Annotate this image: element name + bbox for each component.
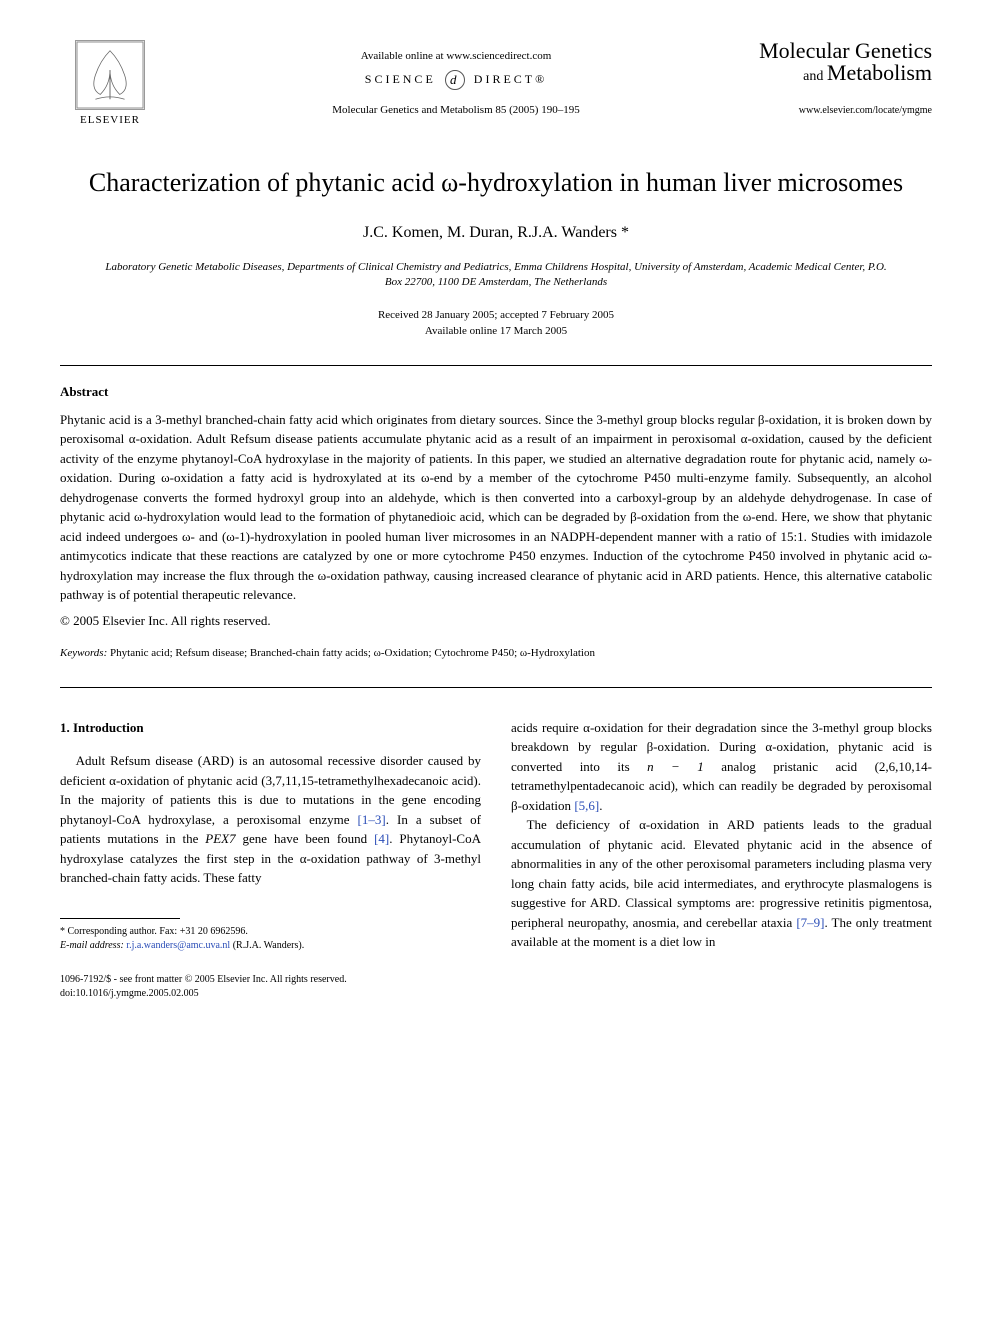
received-date: Received 28 January 2005; accepted 7 Feb… bbox=[60, 309, 932, 321]
journal-url: www.elsevier.com/locate/ymgme bbox=[752, 105, 932, 116]
journal-brand: Molecular Genetics and Metabolism www.el… bbox=[752, 40, 932, 116]
intro-para-1-cont: acids require α-oxidation for their degr… bbox=[511, 718, 932, 816]
intro-para-2: The deficiency of α-oxidation in ARD pat… bbox=[511, 815, 932, 952]
intro-text-2c: . bbox=[599, 798, 602, 813]
page-header: ELSEVIER Available online at www.science… bbox=[60, 40, 932, 126]
keywords-values: Phytanic acid; Refsum disease; Branched-… bbox=[107, 647, 595, 659]
body-columns: 1. Introduction Adult Refsum disease (AR… bbox=[60, 718, 932, 1001]
available-online-text: Available online at www.sciencedirect.co… bbox=[160, 50, 752, 62]
pex7-gene: PEX7 bbox=[205, 831, 235, 846]
divider-bottom bbox=[60, 687, 932, 688]
sd-prefix: SCIENCE bbox=[365, 72, 436, 86]
journal-main: Metabolism bbox=[827, 60, 932, 85]
divider-top bbox=[60, 365, 932, 366]
abstract-copyright: © 2005 Elsevier Inc. All rights reserved… bbox=[60, 613, 932, 629]
email-line: E-mail address: r.j.a.wanders@amc.uva.nl… bbox=[60, 939, 481, 953]
abstract-heading: Abstract bbox=[60, 384, 932, 400]
footer-meta: 1096-7192/$ - see front matter © 2005 El… bbox=[60, 973, 481, 1001]
publisher-logo-block: ELSEVIER bbox=[60, 40, 160, 126]
corresponding-author: * Corresponding author. Fax: +31 20 6962… bbox=[60, 925, 481, 939]
journal-and: and bbox=[803, 69, 827, 84]
available-date: Available online 17 March 2005 bbox=[60, 325, 932, 337]
ref-link-1-3[interactable]: [1–3] bbox=[358, 812, 386, 827]
authors: J.C. Komen, M. Duran, R.J.A. Wanders * bbox=[60, 224, 932, 242]
publisher-name: ELSEVIER bbox=[80, 114, 140, 126]
abstract-body: Phytanic acid is a 3-methyl branched-cha… bbox=[60, 410, 932, 605]
keywords-label: Keywords: bbox=[60, 647, 107, 659]
column-left: 1. Introduction Adult Refsum disease (AR… bbox=[60, 718, 481, 1001]
email-label: E-mail address: bbox=[60, 940, 124, 951]
elsevier-tree-icon bbox=[75, 40, 145, 110]
article-title: Characterization of phytanic acid ω-hydr… bbox=[80, 166, 912, 200]
doi: doi:10.1016/j.ymgme.2005.02.005 bbox=[60, 987, 481, 1001]
header-center: Available online at www.sciencedirect.co… bbox=[160, 40, 752, 116]
ref-link-7-9[interactable]: [7–9] bbox=[796, 915, 824, 930]
affiliation: Laboratory Genetic Metabolic Diseases, D… bbox=[100, 260, 892, 291]
intro-text-1c: gene have been found bbox=[236, 831, 374, 846]
intro-heading: 1. Introduction bbox=[60, 718, 481, 738]
intro-text-3a: The deficiency of α-oxidation in ARD pat… bbox=[511, 817, 932, 930]
sd-swirl-icon: d bbox=[445, 70, 465, 90]
sd-suffix: DIRECT® bbox=[474, 72, 547, 86]
journal-title-line2: and Metabolism bbox=[752, 62, 932, 85]
ref-link-4[interactable]: [4] bbox=[374, 831, 389, 846]
footnote-divider bbox=[60, 918, 180, 919]
front-matter: 1096-7192/$ - see front matter © 2005 El… bbox=[60, 973, 481, 987]
email-link[interactable]: r.j.a.wanders@amc.uva.nl bbox=[124, 940, 230, 951]
intro-para-1: Adult Refsum disease (ARD) is an autosom… bbox=[60, 751, 481, 888]
ref-link-5-6[interactable]: [5,6] bbox=[574, 798, 599, 813]
keywords-line: Keywords: Phytanic acid; Refsum disease;… bbox=[60, 647, 932, 659]
column-right: acids require α-oxidation for their degr… bbox=[511, 718, 932, 1001]
journal-title-line1: Molecular Genetics bbox=[752, 40, 932, 62]
n-minus-1: n − 1 bbox=[647, 759, 704, 774]
email-suffix: (R.J.A. Wanders). bbox=[230, 940, 304, 951]
journal-citation: Molecular Genetics and Metabolism 85 (20… bbox=[160, 104, 752, 116]
science-direct-logo: SCIENCE d DIRECT® bbox=[160, 70, 752, 90]
